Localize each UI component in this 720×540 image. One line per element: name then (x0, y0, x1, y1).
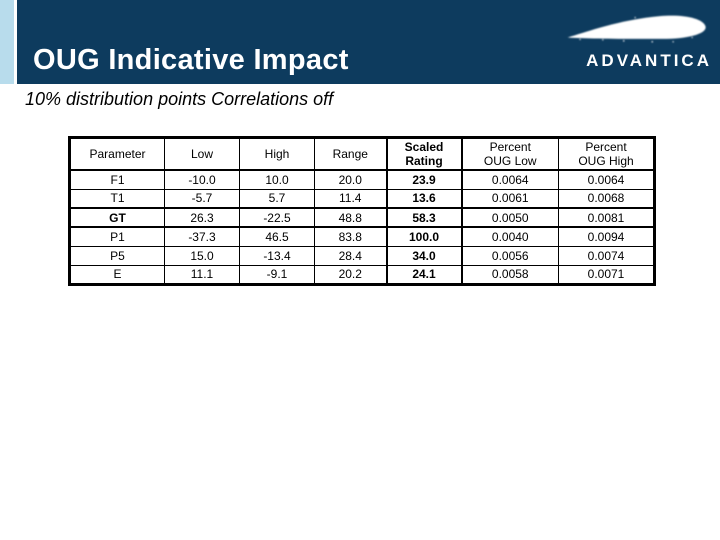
table-cell: 0.0061 (461, 188, 559, 209)
table-cell: -37.3 (164, 226, 240, 247)
column-header-percent-oug-high: Percent OUG High (558, 137, 655, 171)
table-cell: 0.0094 (558, 226, 655, 247)
table-cell: 15.0 (164, 245, 240, 266)
table-row: E 11.1 -9.1 20.2 24.1 0.0058 0.0071 (69, 264, 655, 285)
logo-wordmark: ADVANTICA (586, 51, 712, 70)
header-label: Rating (405, 154, 443, 168)
table-cell: 10.0 (239, 169, 315, 190)
table-cell: 24.1 (385, 264, 463, 285)
table-cell: 0.0058 (461, 264, 559, 285)
column-header-parameter: Parameter (69, 137, 165, 171)
slide-title: OUG Indicative Impact (33, 44, 349, 76)
column-header-low: Low (164, 137, 240, 171)
table-cell: 46.5 (239, 226, 315, 247)
header-row: Parameter Low High Range Scaled Rating P… (69, 137, 655, 171)
table-cell: 58.3 (385, 207, 463, 228)
header-label: Low (190, 147, 213, 161)
header-label: Scaled (404, 140, 444, 154)
table-cell: GT (69, 207, 165, 228)
table-row: GT 26.3 -22.5 48.8 58.3 0.0050 0.0081 (69, 207, 655, 228)
table-cell: 13.6 (385, 188, 463, 209)
table-cell: -9.1 (239, 264, 315, 285)
title-bar: OUG Indicative Impact ADVANTICA (17, 0, 720, 84)
table-cell: 11.4 (314, 188, 387, 209)
table-row: P5 15.0 -13.4 28.4 34.0 0.0056 0.0074 (69, 245, 655, 266)
table-cell: 0.0068 (558, 188, 655, 209)
header-label: Range (332, 147, 368, 161)
column-header-scaled-rating: Scaled Rating (385, 137, 463, 171)
table-cell: 83.8 (314, 226, 387, 247)
table-cell: 0.0064 (461, 169, 559, 190)
table-cell: 0.0064 (558, 169, 655, 190)
accent-stripe (0, 0, 14, 84)
table-cell: 28.4 (314, 245, 387, 266)
column-header-range: Range (314, 137, 387, 171)
table-cell: -22.5 (239, 207, 315, 228)
header-label: Percent (489, 140, 531, 154)
table-cell: 23.9 (385, 169, 463, 190)
column-header-high: High (239, 137, 315, 171)
table-row: P1 -37.3 46.5 83.8 100.0 0.0040 0.0094 (69, 226, 655, 247)
table-cell: 11.1 (164, 264, 240, 285)
table-cell: 100.0 (385, 226, 463, 247)
advantica-logo: ADVANTICA (560, 9, 712, 71)
logo-swoosh-icon (567, 15, 706, 43)
table-row: F1 -10.0 10.0 20.0 23.9 0.0064 0.0064 (69, 169, 655, 190)
table-cell: 48.8 (314, 207, 387, 228)
table-cell: P5 (69, 245, 165, 266)
impact-table: Parameter Low High Range Scaled Rating P… (68, 136, 656, 286)
table-cell: 0.0074 (558, 245, 655, 266)
header-label: OUG High (578, 154, 634, 168)
table-cell: F1 (69, 169, 165, 190)
table-cell: 0.0071 (558, 264, 655, 285)
header-label: OUG Low (483, 154, 537, 168)
table-cell: 0.0050 (461, 207, 559, 228)
header-label: High (264, 147, 290, 161)
table-cell: T1 (69, 188, 165, 209)
table-row: T1 -5.7 5.7 11.4 13.6 0.0061 0.0068 (69, 188, 655, 209)
table-cell: 0.0040 (461, 226, 559, 247)
table-cell: E (69, 264, 165, 285)
header-label: Parameter (89, 147, 146, 161)
header-label: Percent (585, 140, 627, 154)
table-cell: 20.2 (314, 264, 387, 285)
table-cell: 0.0056 (461, 245, 559, 266)
table-cell: 26.3 (164, 207, 240, 228)
slide-subtitle: 10% distribution points Correlations off (25, 89, 334, 109)
table-cell: 20.0 (314, 169, 387, 190)
table-cell: P1 (69, 226, 165, 247)
column-header-percent-oug-low: Percent OUG Low (461, 137, 559, 171)
table-cell: -10.0 (164, 169, 240, 190)
table-cell: -13.4 (239, 245, 315, 266)
table-cell: -5.7 (164, 188, 240, 209)
table-cell: 0.0081 (558, 207, 655, 228)
table-cell: 34.0 (385, 245, 463, 266)
table-cell: 5.7 (239, 188, 315, 209)
